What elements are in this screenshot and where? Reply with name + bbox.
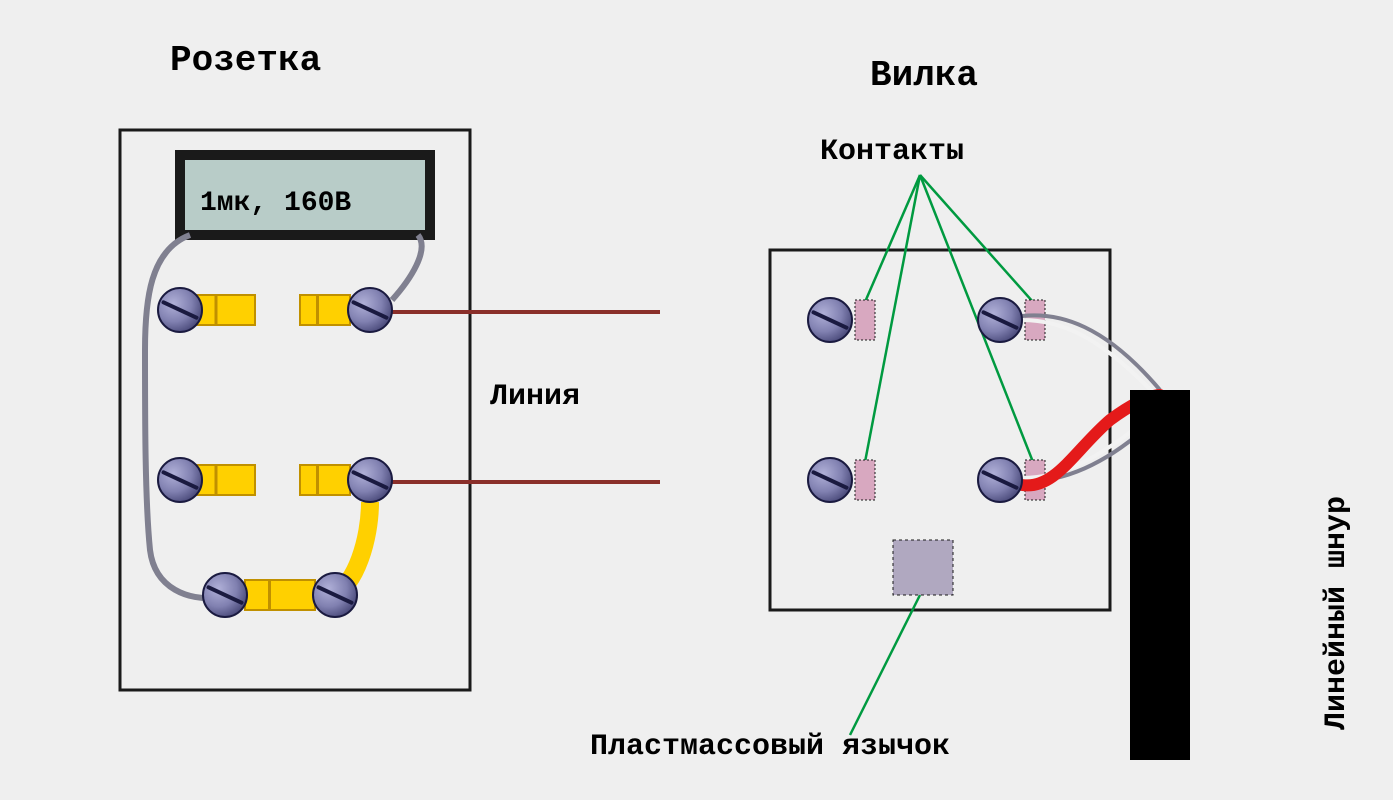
plug-screw xyxy=(978,458,1022,502)
plug-screws xyxy=(808,298,1022,502)
socket-screw xyxy=(313,573,357,617)
diagram-svg: 1мк, 160В xyxy=(0,0,1393,800)
socket-screw xyxy=(348,288,392,332)
plug-screw xyxy=(808,298,852,342)
yellow-terminals xyxy=(195,295,350,610)
cap-right-wire xyxy=(392,235,422,300)
socket-screw xyxy=(158,288,202,332)
capacitor-text: 1мк, 160В xyxy=(200,188,351,219)
diagram-stage: Розетка Вилка Контакты Линия Пластмассов… xyxy=(0,0,1393,800)
plug-group xyxy=(770,175,1190,760)
yellow-terminal xyxy=(195,465,255,495)
socket-group: 1мк, 160В xyxy=(120,130,660,690)
tongue-pointer-line xyxy=(850,595,920,735)
plug-contact xyxy=(855,300,875,340)
cord-block xyxy=(1130,390,1190,760)
socket-screw xyxy=(203,573,247,617)
yellow-terminal xyxy=(245,580,315,610)
plug-screw xyxy=(808,458,852,502)
yellow-terminal xyxy=(195,295,255,325)
yellow-terminal xyxy=(300,465,350,495)
plug-screw xyxy=(978,298,1022,342)
contact-pointer-line xyxy=(865,175,920,302)
yellow-terminal xyxy=(300,295,350,325)
socket-screw xyxy=(158,458,202,502)
plastic-tongue xyxy=(893,540,953,595)
contact-pointer-line xyxy=(920,175,1033,302)
plug-contact xyxy=(855,460,875,500)
socket-screw xyxy=(348,458,392,502)
